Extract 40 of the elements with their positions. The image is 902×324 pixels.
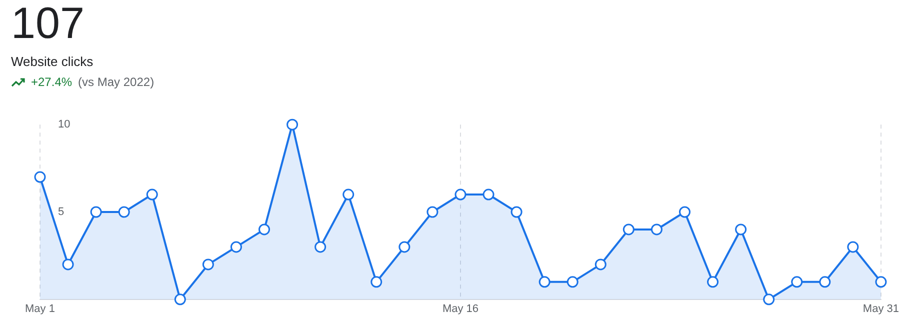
y-tick-label: 10 xyxy=(58,118,70,131)
point xyxy=(622,224,634,236)
y-tick-label: 5 xyxy=(58,206,64,218)
point xyxy=(230,241,242,253)
point xyxy=(314,241,326,253)
point xyxy=(342,188,354,200)
point xyxy=(819,276,831,288)
point xyxy=(875,276,887,288)
point xyxy=(763,294,775,306)
point xyxy=(90,206,102,218)
point xyxy=(174,294,186,306)
x-tick-label: May 1 xyxy=(25,303,55,316)
point xyxy=(791,276,803,288)
text: +27.4% xyxy=(31,75,72,89)
point xyxy=(650,224,662,236)
x-tick-label: May 31 xyxy=(862,303,900,316)
point xyxy=(426,206,438,218)
point xyxy=(454,188,466,200)
point xyxy=(678,206,690,218)
point xyxy=(538,276,550,288)
x-tick-label: May 16 xyxy=(442,303,479,316)
point xyxy=(707,276,719,288)
chart-title: 107 xyxy=(11,0,86,48)
point xyxy=(398,241,410,253)
point xyxy=(146,188,158,200)
point xyxy=(482,188,494,200)
point xyxy=(286,118,298,130)
chart-subtitle: Website clicks xyxy=(11,54,94,69)
point xyxy=(735,224,747,236)
point xyxy=(258,224,270,236)
point xyxy=(34,171,46,183)
point xyxy=(62,258,74,270)
text: (vs May 2022) xyxy=(78,75,154,89)
point xyxy=(202,258,214,270)
point xyxy=(370,276,382,288)
point xyxy=(594,258,606,270)
point xyxy=(566,276,578,288)
point xyxy=(510,206,522,218)
point xyxy=(118,206,130,218)
point xyxy=(847,241,859,253)
